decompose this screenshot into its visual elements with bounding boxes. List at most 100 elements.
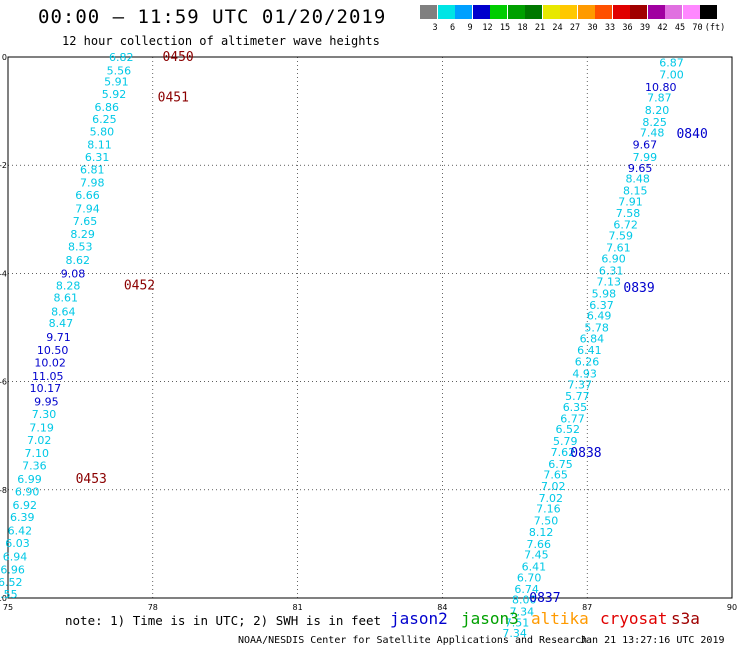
wave-height-value: 7.50 <box>534 515 559 528</box>
wave-height-value: 7.02 <box>541 480 566 493</box>
scale-label: 33 <box>604 23 616 33</box>
wave-height-value: 6.25 <box>92 113 117 126</box>
wave-height-value: 7.91 <box>618 195 643 208</box>
wave-height-value: 7.66 <box>527 538 552 551</box>
wave-height-value: 6.74 <box>514 583 539 596</box>
scale-swatch <box>507 5 525 19</box>
satellite-cryosat: cryosat <box>600 609 668 628</box>
wave-height-value: 6.66 <box>75 189 100 202</box>
wave-height-value: 8.64 <box>51 305 76 318</box>
x-tick-label: 78 <box>148 603 158 612</box>
wave-height-value: 8.00 <box>512 594 537 607</box>
wave-height-value: 6.39 <box>10 511 35 524</box>
wave-height-value: 7.00 <box>659 68 684 81</box>
satellite-s3a: s3a <box>671 609 700 628</box>
wave-height-value: 5.80 <box>90 126 115 139</box>
wave-height-value: 7.51 <box>505 616 530 629</box>
wave-height-value: 6.84 <box>580 332 605 345</box>
wave-height-value: 7.37 <box>568 378 593 391</box>
scale-label: 6 <box>449 23 456 33</box>
scale-label: 36 <box>622 23 633 33</box>
scale-swatch <box>595 5 612 19</box>
scale-swatch <box>647 5 665 19</box>
wave-height-value: 7.30 <box>32 408 57 421</box>
satellite-altika: altika <box>531 609 589 628</box>
y-tick-label: -6 <box>0 378 7 387</box>
wave-height-value: 7.10 <box>25 447 50 460</box>
wave-height-value: 7.48 <box>640 127 665 140</box>
wave-height-value: 6.52 <box>555 423 580 436</box>
scale-label: 30 <box>587 23 598 33</box>
wave-height-value: 7.58 <box>616 207 641 220</box>
wave-height-value: 7.65 <box>543 469 568 482</box>
wave-height-value: 8.15 <box>623 185 648 198</box>
wave-height-value: 10.80 <box>645 81 677 94</box>
plot-frame <box>7 56 733 599</box>
wave-height-value: 6.52 <box>0 576 22 589</box>
wave-height-value: 6.86 <box>95 101 120 114</box>
pass-time-label: 0840 <box>676 127 707 142</box>
grid-lines <box>7 56 733 599</box>
x-tick-label: 81 <box>293 603 303 612</box>
wave-height-value: 5.79 <box>553 435 578 448</box>
wave-height-value: 8.61 <box>53 292 78 305</box>
wave-height-value: 7.02 <box>27 434 52 447</box>
wave-height-value: 7.62 <box>551 446 576 459</box>
wave-height-value: 6.03 <box>5 537 30 550</box>
wave-height-value: 7.19 <box>29 422 54 435</box>
x-tick-label: 87 <box>582 603 592 612</box>
scale-swatch <box>700 5 717 19</box>
scale-label: 9 <box>467 23 473 33</box>
wave-height-value: 6.72 <box>613 219 638 232</box>
scale-label: 27 <box>569 23 581 33</box>
wave-height-value: 10.02 <box>34 357 66 370</box>
wave-height-value: 9.08 <box>61 267 86 280</box>
wave-height-value: 5.77 <box>565 390 590 403</box>
scale-swatch <box>682 5 700 19</box>
wave-height-value: 6.41 <box>577 344 602 357</box>
wave-height-value: 8.53 <box>68 240 93 253</box>
wave-height-value: 5.78 <box>584 322 609 335</box>
wave-height-value: 6.82 <box>109 51 134 64</box>
chart-subtitle: 12 hour collection of altimeter wave hei… <box>62 34 380 48</box>
wave-height-value: 6.99 <box>17 473 42 486</box>
wave-height-value: 8.29 <box>70 228 95 241</box>
wave-height-values: 6.825.565.915.926.866.255.808.116.316.81… <box>0 51 684 640</box>
scale-label: (ft) <box>704 23 726 33</box>
scale-label: 24 <box>552 23 563 33</box>
scale-label: 3 <box>432 23 438 33</box>
wave-height-value: 7.59 <box>609 230 634 243</box>
wave-height-value: 7.36 <box>22 459 47 472</box>
wave-height-value: 8.11 <box>87 139 112 152</box>
wave-height-value: 8.62 <box>66 254 91 267</box>
wave-height-value: 7.02 <box>539 492 564 505</box>
scale-swatch <box>525 5 542 19</box>
wave-height-value: 6.41 <box>522 561 547 574</box>
wave-height-value: 7.65 <box>73 215 98 228</box>
scale-swatch <box>542 5 560 19</box>
x-tick-label: 90 <box>727 603 737 612</box>
scale-swatch <box>665 5 682 19</box>
scale-swatch <box>612 5 630 19</box>
wave-height-value: 7.34 <box>502 627 527 640</box>
wave-height-value: 9.65 <box>628 162 653 175</box>
wave-height-value: 8.47 <box>49 317 74 330</box>
wave-height-value: 6.55 <box>0 588 18 601</box>
pass-time-label: 0838 <box>570 446 601 461</box>
pass-time-labels: 0450 0451 0452 0453 0837 0838 0839 0840 <box>76 50 708 606</box>
scale-label: 12 <box>482 23 493 33</box>
chart-title: 00:00 – 11:59 UTC 01/20/2019 <box>38 6 387 28</box>
wave-height-value: 7.61 <box>606 241 631 254</box>
footnote: note: 1) Time is in UTC; 2) SWH is in fe… <box>65 613 382 628</box>
scale-swatch <box>437 5 455 19</box>
scale-label: 70 <box>692 23 703 33</box>
y-tick-label: -2 <box>0 161 7 170</box>
wave-height-value: 9.67 <box>633 139 658 152</box>
wave-height-value: 8.12 <box>529 526 554 539</box>
wave-height-value: 6.35 <box>563 401 588 414</box>
scale-swatch <box>560 5 577 19</box>
wave-height-value: 10.17 <box>30 382 62 395</box>
scale-swatch <box>577 5 595 19</box>
satellite-jason3: jason3 <box>461 609 519 628</box>
